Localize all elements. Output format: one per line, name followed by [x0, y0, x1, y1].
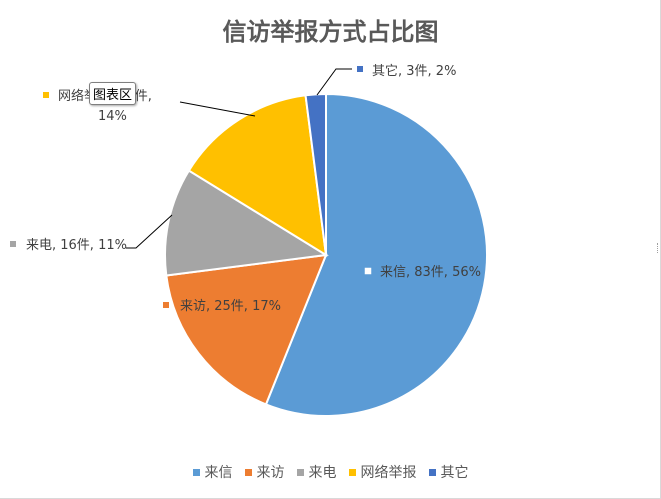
- resize-handle[interactable]: [657, 243, 660, 253]
- chart-title: 信访举报方式占比图: [222, 17, 439, 46]
- chart-area-tooltip: 图表区: [89, 82, 137, 105]
- legend-item-5[interactable]: 其它: [428, 462, 469, 482]
- legend-swatch-3: [296, 468, 304, 476]
- legend-item-4[interactable]: 网络举报: [348, 462, 417, 482]
- data-label-marker-1: [363, 266, 373, 276]
- legend-item-1[interactable]: 来信: [192, 462, 233, 482]
- legend-label-1: 来信: [204, 465, 233, 481]
- pie-slice-3[interactable]: [164, 169, 329, 277]
- data-label-1[interactable]: 来信, 83件, 56%: [380, 265, 481, 280]
- data-label-marker-4: [43, 92, 49, 98]
- legend-swatch-2: [244, 468, 252, 476]
- legend-label-3: 来电: [308, 465, 337, 481]
- legend-swatch-1: [192, 468, 200, 476]
- pie-slice-1[interactable]: [264, 92, 488, 417]
- pie-slice-4[interactable]: [187, 94, 328, 257]
- leader-line-3: [126, 214, 173, 249]
- legend[interactable]: 来信 来访 来电 网络举报 其它: [0, 462, 661, 482]
- legend-label-2: 来访: [256, 465, 285, 481]
- data-label-marker-5: [357, 66, 363, 72]
- pie-slice-5[interactable]: [304, 92, 327, 256]
- data-label-5[interactable]: 其它, 3件, 2%: [372, 63, 456, 79]
- legend-swatch-4: [348, 468, 356, 476]
- leader-line-4: [179, 101, 256, 117]
- data-label-2[interactable]: 来访, 25件, 17%: [180, 299, 281, 314]
- legend-label-5: 其它: [440, 465, 469, 481]
- data-label-3[interactable]: 来电, 16件, 11%: [26, 238, 127, 253]
- data-label-marker-3: [10, 241, 16, 247]
- data-label-marker-2: [163, 302, 169, 308]
- legend-swatch-5: [428, 468, 436, 476]
- pie-slice-2[interactable]: [165, 253, 328, 406]
- leader-line-5: [316, 68, 352, 96]
- legend-item-2[interactable]: 来访: [244, 462, 285, 482]
- legend-label-4: 网络举报: [360, 465, 417, 481]
- legend-item-3[interactable]: 来电: [296, 462, 337, 482]
